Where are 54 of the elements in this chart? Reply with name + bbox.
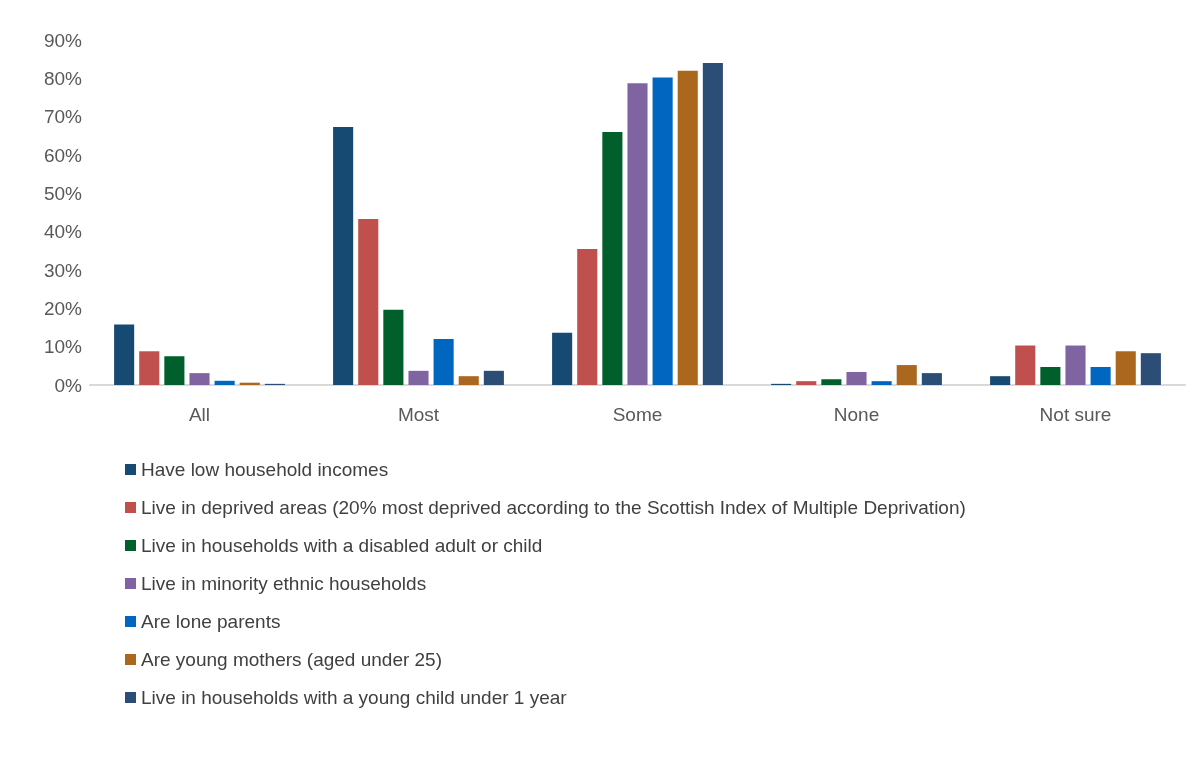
y-tick-label: 0% xyxy=(54,374,83,396)
x-tick-label: All xyxy=(188,404,211,425)
legend-label: Are lone parents xyxy=(141,611,281,632)
bar xyxy=(577,248,598,385)
y-tick-label: 70% xyxy=(43,106,83,128)
y-tick-label: 80% xyxy=(43,67,83,89)
x-tick-label: Most xyxy=(397,404,440,425)
y-tick-label: 40% xyxy=(43,221,83,243)
bar xyxy=(677,70,698,385)
legend-label: Live in deprived areas (20% most deprived according to the Scottish Index of Multiple Deprivation) xyxy=(141,497,966,518)
bar xyxy=(114,324,135,385)
bar xyxy=(921,373,942,385)
bar xyxy=(846,371,867,385)
legend-label: Live in households with a young child under 1 year xyxy=(141,687,568,708)
bar xyxy=(408,370,429,385)
x-tick-label: Some xyxy=(612,404,663,425)
x-tick-label: None xyxy=(833,404,880,425)
bar xyxy=(383,309,404,385)
bar xyxy=(552,332,573,385)
y-tick-label: 60% xyxy=(43,144,83,166)
y-tick-label: 10% xyxy=(43,336,83,358)
bar xyxy=(896,365,917,385)
bar xyxy=(214,380,235,385)
bar xyxy=(358,219,379,385)
bar xyxy=(164,356,185,385)
bar xyxy=(1090,366,1111,385)
bar xyxy=(652,77,673,385)
legend-label: Have low household incomes xyxy=(141,459,389,480)
bar xyxy=(139,351,160,385)
y-tick-label: 20% xyxy=(43,297,83,319)
y-tick-label: 30% xyxy=(43,259,83,281)
bar xyxy=(871,381,892,385)
bar xyxy=(1015,345,1036,385)
bar xyxy=(189,373,210,385)
legend-label: Live in minority ethnic households xyxy=(141,573,427,594)
bar xyxy=(702,63,723,385)
x-tick-label: Not sure xyxy=(1039,404,1112,425)
bar xyxy=(458,376,479,385)
bar xyxy=(433,339,454,385)
bar xyxy=(483,370,504,385)
bar xyxy=(821,379,842,385)
bar xyxy=(990,376,1011,385)
bar xyxy=(1115,351,1136,385)
bar xyxy=(1040,366,1061,385)
bar xyxy=(602,132,623,385)
legend-label: Live in households with a disabled adult or child xyxy=(141,535,543,556)
y-tick-label: 90% xyxy=(43,29,83,51)
y-tick-label: 50% xyxy=(43,182,83,204)
bar xyxy=(796,381,817,385)
bar xyxy=(1065,345,1086,385)
bar xyxy=(333,127,354,385)
bar xyxy=(627,83,648,385)
bar xyxy=(1140,353,1161,385)
legend-label: Are young mothers (aged under 25) xyxy=(141,649,443,670)
